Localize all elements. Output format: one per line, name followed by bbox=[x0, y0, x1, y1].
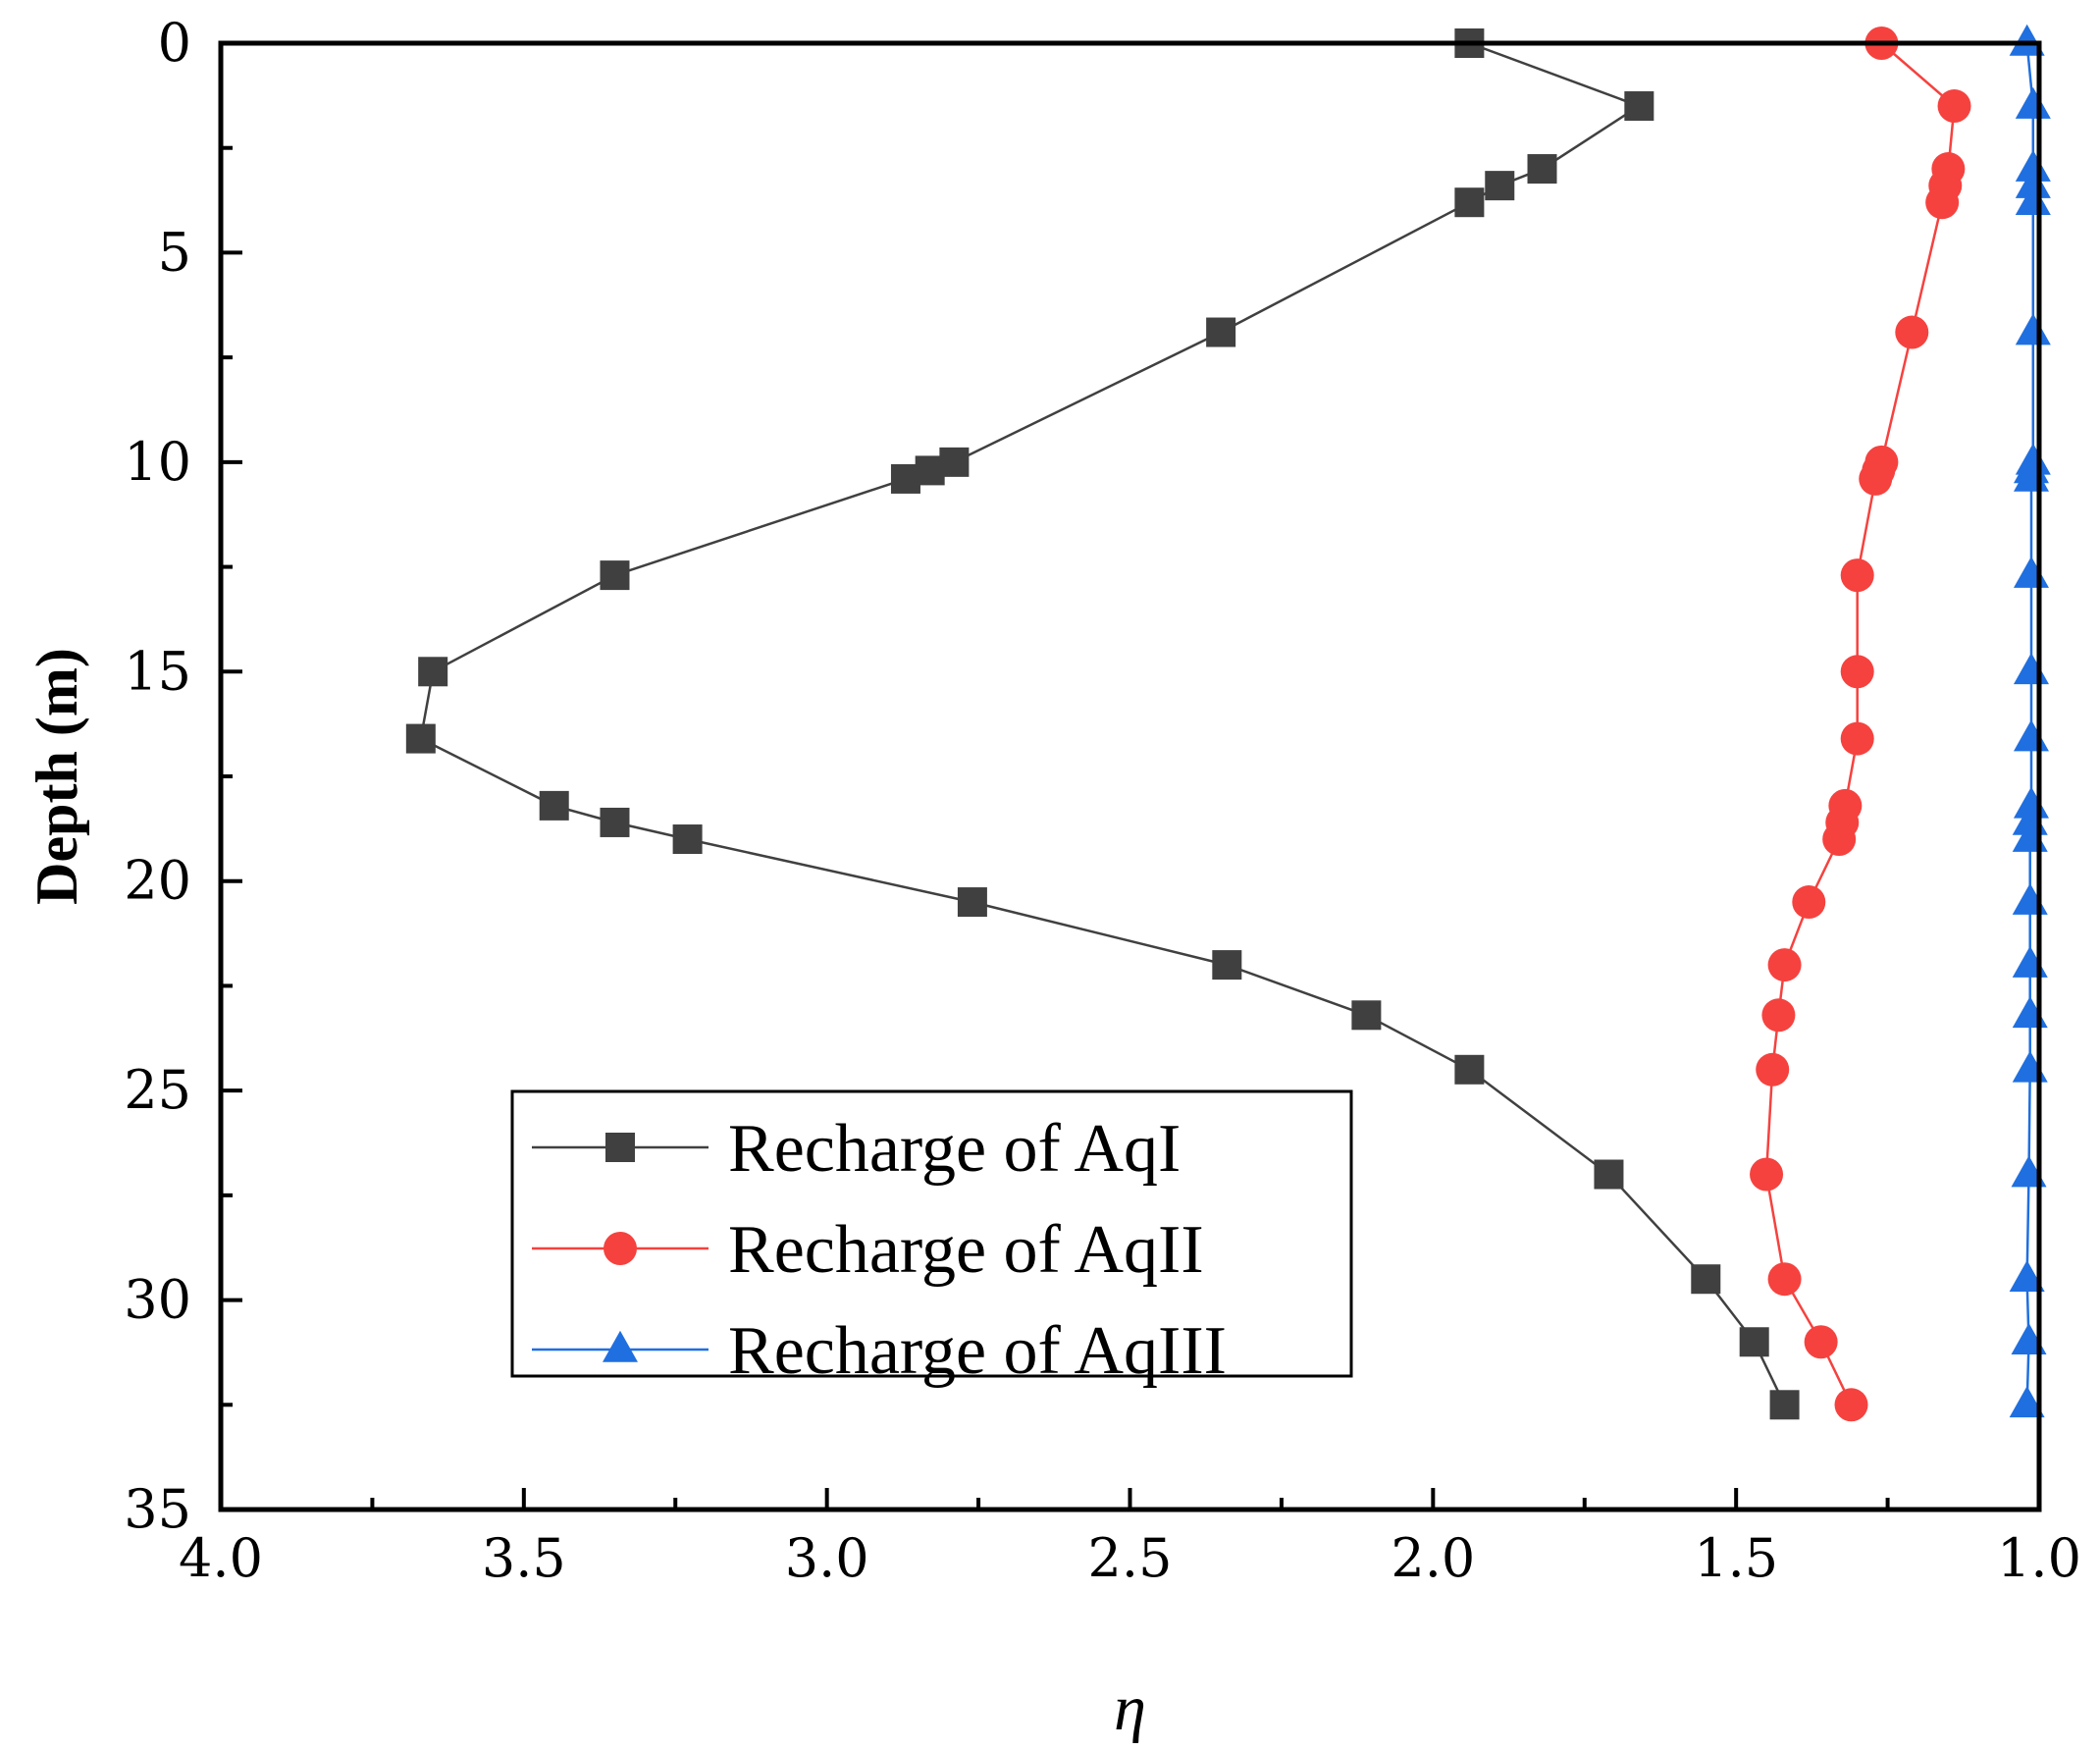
data-point bbox=[1834, 1388, 1868, 1422]
data-point bbox=[1527, 154, 1557, 185]
data-point bbox=[2009, 1260, 2045, 1293]
x-tick-label: 1.5 bbox=[1694, 1527, 1778, 1589]
data-point bbox=[1937, 89, 1971, 124]
data-point bbox=[600, 560, 630, 591]
x-axis-title: η bbox=[1114, 1672, 1146, 1744]
x-tick-label: 1.0 bbox=[1997, 1527, 2081, 1589]
y-tick-label: 0 bbox=[158, 12, 191, 74]
y-tick-label: 30 bbox=[124, 1269, 191, 1331]
data-point bbox=[957, 887, 987, 918]
data-point bbox=[1485, 171, 1515, 201]
data-point bbox=[1769, 1390, 1800, 1420]
x-tick-label: 3.0 bbox=[785, 1527, 869, 1589]
legend-entry: Recharge of AqI bbox=[532, 1111, 1181, 1187]
y-tick-label: 10 bbox=[124, 431, 191, 493]
data-point bbox=[2009, 1386, 2045, 1418]
data-point bbox=[1767, 948, 1802, 982]
legend-label: Recharge of AqIII bbox=[728, 1313, 1227, 1389]
x-tick-label: 3.5 bbox=[482, 1527, 566, 1589]
data-point bbox=[405, 723, 436, 754]
series-1 bbox=[405, 28, 1800, 1420]
legend-marker bbox=[604, 1232, 637, 1265]
y-tick-label: 20 bbox=[124, 850, 191, 912]
data-point bbox=[1804, 1325, 1838, 1359]
data-point bbox=[1624, 91, 1654, 122]
data-point bbox=[2015, 313, 2051, 345]
data-point bbox=[1756, 1052, 1790, 1087]
data-point bbox=[1739, 1327, 1769, 1357]
data-point bbox=[2015, 149, 2051, 182]
legend-entry: Recharge of AqII bbox=[532, 1212, 1204, 1288]
data-point bbox=[1594, 1159, 1624, 1190]
y-axis-title: Depth (m) bbox=[25, 648, 89, 905]
data-point bbox=[1792, 885, 1826, 920]
legend-box bbox=[510, 1089, 1353, 1378]
data-point bbox=[1454, 187, 1485, 218]
legend-label: Recharge of AqII bbox=[728, 1212, 1204, 1288]
data-point bbox=[1206, 317, 1236, 347]
legend-label: Recharge of AqI bbox=[728, 1111, 1181, 1187]
data-point bbox=[600, 807, 630, 837]
data-point bbox=[1454, 1054, 1485, 1085]
ticks-layer: 0 5 10 15 20 25 30 354.0 3.5 3.0 2.5 2.0 1.5 1.0 bbox=[124, 12, 2081, 1589]
data-point bbox=[1822, 822, 1857, 857]
data-point bbox=[1767, 1262, 1802, 1297]
y-tick-label: 25 bbox=[124, 1059, 191, 1121]
legend-items: Recharge of AqI Recharge of AqII Recharge … bbox=[532, 1111, 1227, 1389]
data-point bbox=[2009, 24, 2045, 56]
x-tick-label: 4.0 bbox=[179, 1527, 263, 1589]
data-point bbox=[1691, 1264, 1721, 1295]
series-2 bbox=[1750, 27, 1971, 1422]
legend-entry: Recharge of AqIII bbox=[532, 1313, 1227, 1389]
data-point bbox=[1750, 1157, 1784, 1192]
legend-marker bbox=[605, 1133, 635, 1162]
data-point bbox=[1925, 186, 1960, 220]
data-point bbox=[1212, 950, 1242, 981]
data-point bbox=[1840, 558, 1874, 593]
data-point bbox=[539, 790, 569, 821]
data-point bbox=[418, 657, 448, 687]
data-point bbox=[672, 824, 703, 855]
data-point bbox=[890, 463, 920, 494]
legend-marker bbox=[603, 1330, 638, 1362]
y-tick-label: 35 bbox=[124, 1478, 191, 1540]
y-tick-label: 5 bbox=[158, 221, 191, 283]
data-point bbox=[1859, 461, 1893, 496]
data-point bbox=[1351, 1000, 1382, 1031]
legend: Recharge of AqI Recharge of AqII Recharge … bbox=[510, 1089, 1353, 1389]
data-point bbox=[2015, 166, 2051, 198]
x-tick-label: 2.5 bbox=[1088, 1527, 1173, 1589]
y-tick-label: 15 bbox=[124, 640, 191, 702]
x-tick-label: 2.0 bbox=[1391, 1527, 1475, 1589]
data-point bbox=[1840, 721, 1874, 756]
data-point bbox=[1761, 998, 1796, 1033]
data-point bbox=[1840, 655, 1874, 689]
data-point bbox=[2015, 86, 2051, 119]
data-point bbox=[1895, 315, 1929, 349]
data-point bbox=[2015, 184, 2051, 216]
